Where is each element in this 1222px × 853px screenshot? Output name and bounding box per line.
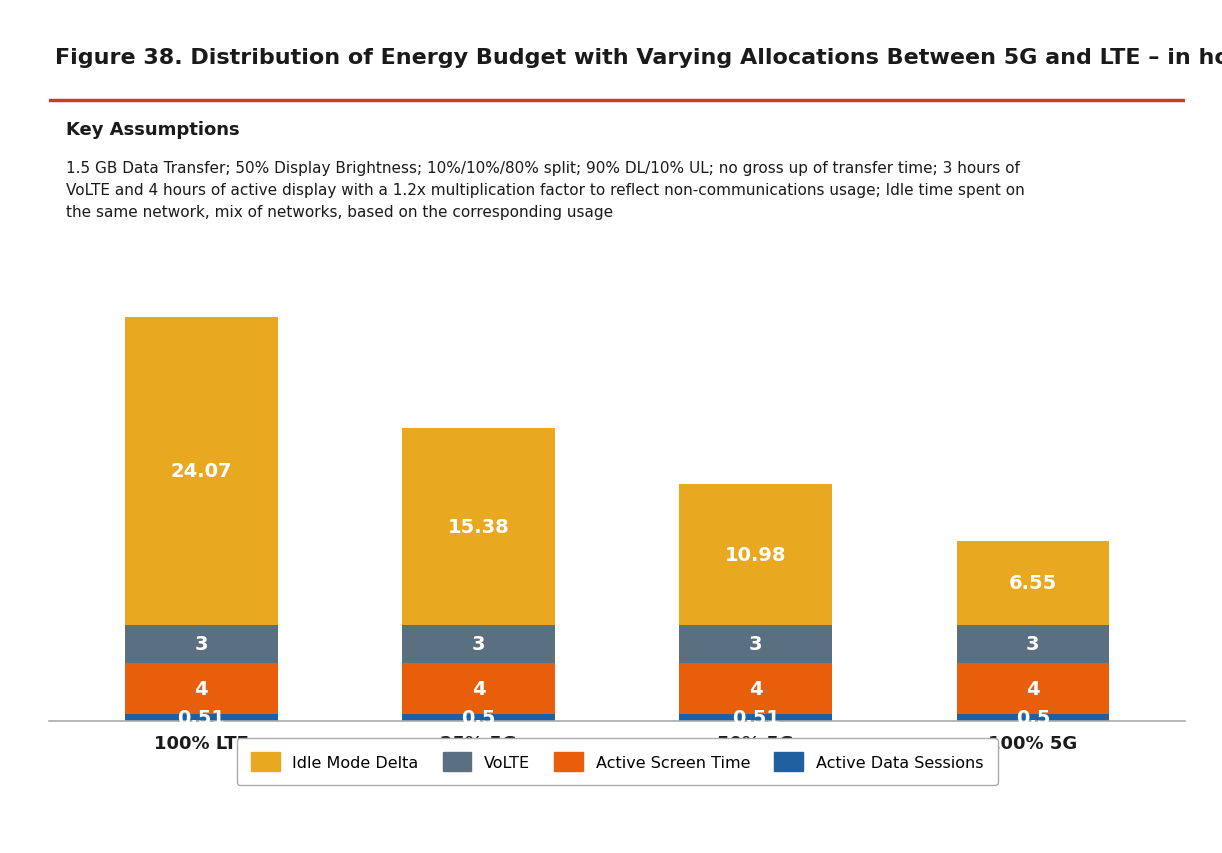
Bar xyxy=(957,541,1110,625)
Bar xyxy=(957,714,1110,721)
Bar xyxy=(125,624,277,663)
Bar xyxy=(957,664,1110,714)
Text: Key Assumptions: Key Assumptions xyxy=(66,121,240,139)
Legend: Idle Mode Delta, VoLTE, Active Screen Time, Active Data Sessions: Idle Mode Delta, VoLTE, Active Screen Ti… xyxy=(237,738,997,785)
Bar xyxy=(679,714,832,721)
Bar xyxy=(402,714,555,721)
Bar xyxy=(402,664,555,714)
Text: 4: 4 xyxy=(749,679,763,698)
Text: 4: 4 xyxy=(1026,679,1040,699)
Text: 4: 4 xyxy=(472,679,485,699)
Bar xyxy=(125,714,277,721)
Text: 3: 3 xyxy=(194,635,208,653)
Bar xyxy=(125,663,277,714)
Text: Figure 38. Distribution of Energy Budget with Varying Allocations Between 5G and: Figure 38. Distribution of Energy Budget… xyxy=(55,48,1222,67)
Text: 15.38: 15.38 xyxy=(447,517,510,537)
Text: 1.5 GB Data Transfer; 50% Display Brightness; 10%/10%/80% split; 90% DL/10% UL; : 1.5 GB Data Transfer; 50% Display Bright… xyxy=(66,160,1025,220)
Text: 10.98: 10.98 xyxy=(725,545,787,564)
Text: 3: 3 xyxy=(1026,635,1040,653)
Text: 24.07: 24.07 xyxy=(171,461,232,480)
Bar xyxy=(679,485,832,624)
Text: 0.51: 0.51 xyxy=(732,708,780,727)
Text: 4: 4 xyxy=(194,679,208,698)
Bar xyxy=(957,625,1110,664)
X-axis label: Hours: Hours xyxy=(585,763,649,783)
Text: 0.5: 0.5 xyxy=(1015,708,1050,727)
Text: 3: 3 xyxy=(749,635,763,653)
Text: 0.51: 0.51 xyxy=(177,708,225,727)
Text: 6.55: 6.55 xyxy=(1009,573,1057,593)
Bar xyxy=(679,663,832,714)
Bar xyxy=(125,317,277,624)
Bar xyxy=(679,624,832,663)
Bar xyxy=(402,428,555,625)
Text: 0.5: 0.5 xyxy=(462,708,496,727)
Bar xyxy=(402,625,555,664)
Text: 3: 3 xyxy=(472,635,485,653)
